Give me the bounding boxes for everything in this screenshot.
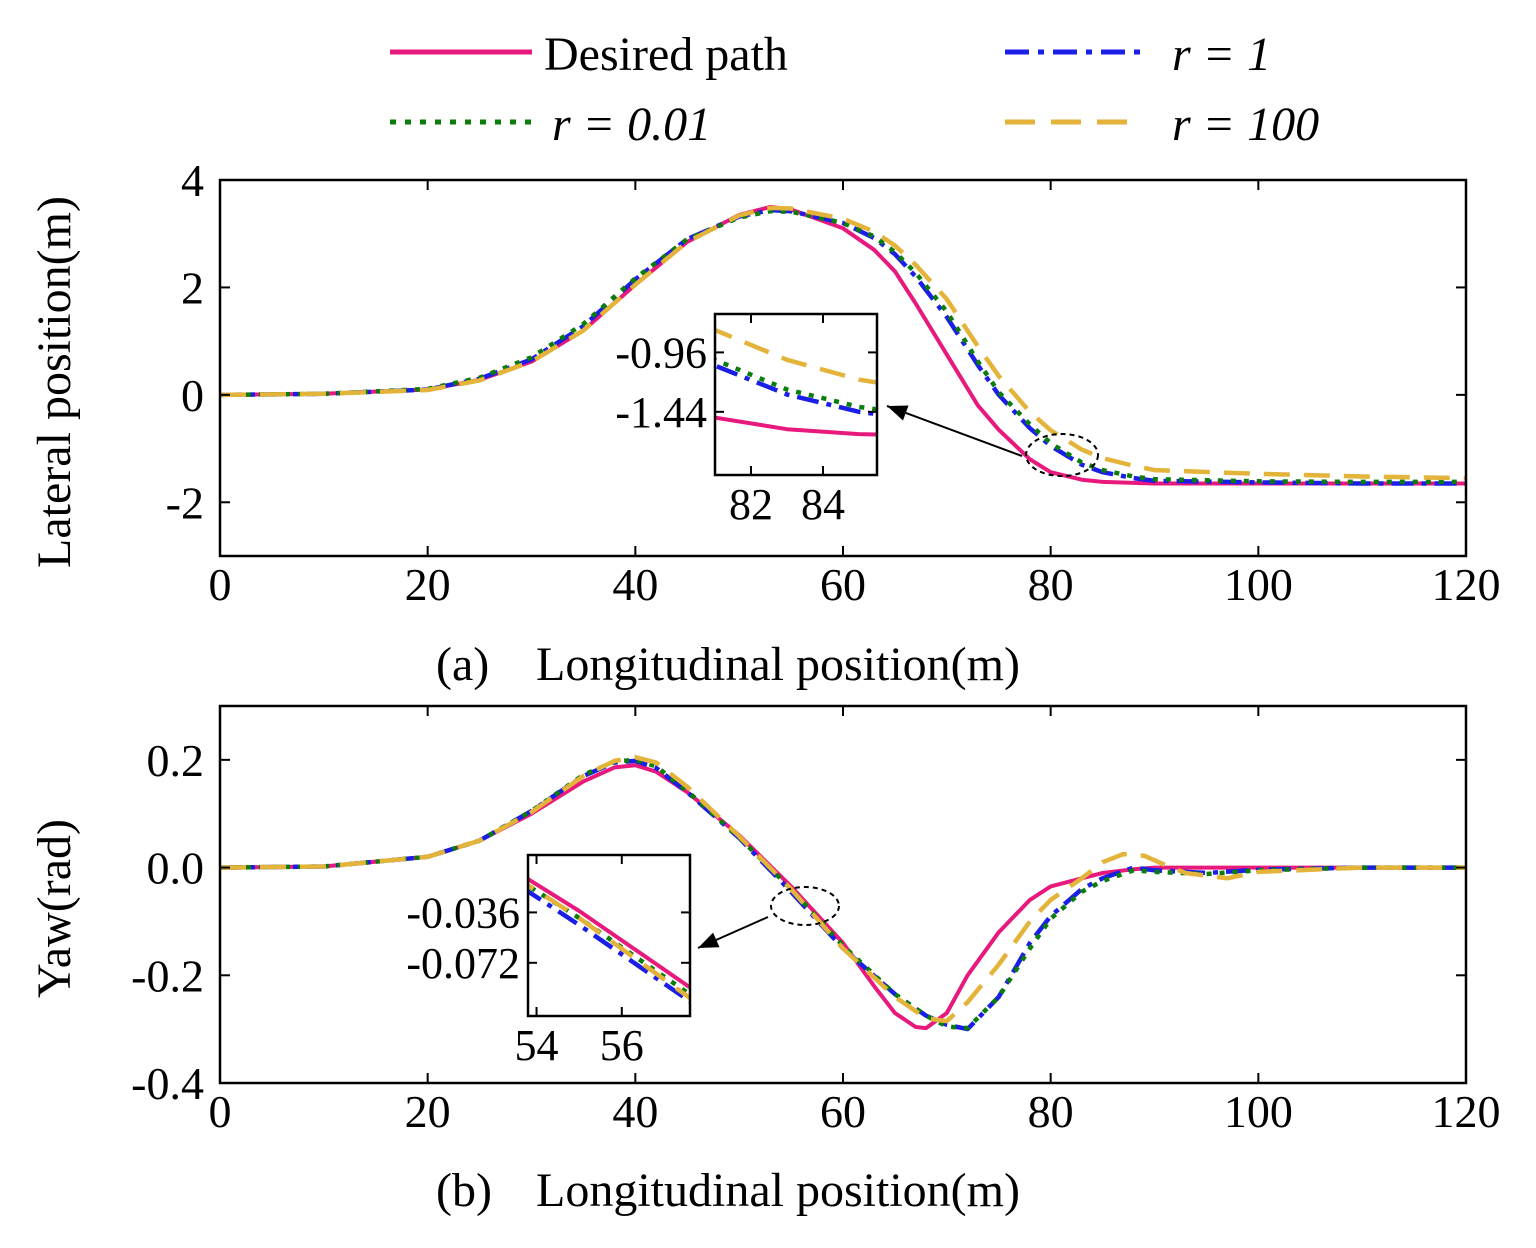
x-tick-label: 80 [1028, 559, 1074, 610]
legend-label-desired: Desired path [544, 28, 788, 81]
x-tick-label: 120 [1432, 559, 1501, 610]
series-line-r1 [220, 207, 1466, 486]
x-tick-label: 20 [405, 559, 451, 610]
legend: Desired path r = 1 r = 0.01 r = 100 [390, 28, 1319, 151]
inset-zoom: 54 56 -0.036-0.072 [406, 853, 692, 1070]
x-tick-label: 80 [1028, 1086, 1074, 1137]
inset-y-tick-label: -0.072 [406, 939, 520, 988]
series-group [220, 754, 1466, 1032]
x-tick-label: 0 [209, 1086, 232, 1137]
inset-x-tick-label: 82 [729, 480, 773, 529]
panel-label: (b) [436, 1164, 492, 1217]
inset-x-tick-label: 84 [801, 480, 845, 529]
legend-label-r1: r = 1 [1172, 28, 1271, 81]
y-tick-label: 0.2 [147, 735, 205, 786]
x-tick-label: 40 [612, 559, 658, 610]
series-line-r001 [220, 757, 1466, 1031]
legend-item-r001: r = 0.01 [390, 98, 711, 151]
zoom-arrow-line [886, 405, 1023, 457]
series-line-desired [220, 763, 1466, 1031]
inset-background [528, 855, 690, 1016]
inset-zoom: 82 84 -0.96 -1.44 [615, 312, 879, 529]
y-tick-label: 0 [181, 370, 204, 421]
x-tick-label: 0 [209, 559, 232, 610]
inset-series-line-desired [528, 876, 690, 990]
x-tick-label: 60 [820, 1086, 866, 1137]
legend-label-r001: r = 0.01 [552, 98, 711, 151]
y-tick-label: 0.0 [147, 843, 205, 894]
y-tick-label: 2 [181, 262, 204, 313]
y-tick-label: -0.2 [131, 950, 204, 1001]
inset-background [715, 314, 877, 475]
legend-item-r1: r = 1 [1005, 28, 1271, 81]
series-group [220, 204, 1466, 486]
zoom-arrow-head [698, 932, 720, 948]
inset-x-tick-label: 54 [515, 1021, 559, 1070]
y-axis-label: Lateral position(m) [28, 196, 81, 568]
inset-frame [713, 312, 879, 477]
x-tick-label: 100 [1224, 559, 1293, 610]
zoom-arrow-head [887, 405, 909, 421]
x-tick-label: 40 [612, 1086, 658, 1137]
legend-label-r100: r = 100 [1172, 98, 1319, 151]
series-line-r100 [220, 754, 1466, 1024]
x-tick-label: 120 [1432, 1086, 1501, 1137]
x-tick-label: 100 [1224, 1086, 1293, 1137]
x-tick-label: 60 [820, 559, 866, 610]
y-tick-label: -0.4 [131, 1058, 204, 1109]
panel-label: (a) [436, 638, 489, 691]
y-axis-label: Yaw(rad) [28, 819, 81, 998]
y-tick-label: -2 [166, 477, 204, 528]
zoom-ellipse [1025, 433, 1099, 477]
panel-b-yaw: 0 20 40 60 80 100 120 -0.4 -0.2 0.0 0.2 Yaw(rad) (b)… [28, 704, 1501, 1217]
y-tick-label: 4 [181, 155, 204, 206]
zoom-ellipse [770, 886, 840, 926]
inset-y-tick-label: -0.036 [406, 888, 520, 937]
x-axis-label: Longitudinal position(m) [536, 638, 1020, 691]
inset-y-tick-label: -1.44 [615, 388, 707, 437]
inset-x-tick-label: 56 [600, 1021, 644, 1070]
x-tick-label: 20 [405, 1086, 451, 1137]
inset-frame [526, 853, 692, 1018]
legend-item-r100: r = 100 [1005, 98, 1319, 151]
legend-item-desired: Desired path [390, 28, 788, 81]
x-axis-label: Longitudinal position(m) [536, 1164, 1020, 1217]
inset-y-tick-label: -0.96 [615, 328, 707, 377]
series-line-r100 [220, 205, 1466, 481]
